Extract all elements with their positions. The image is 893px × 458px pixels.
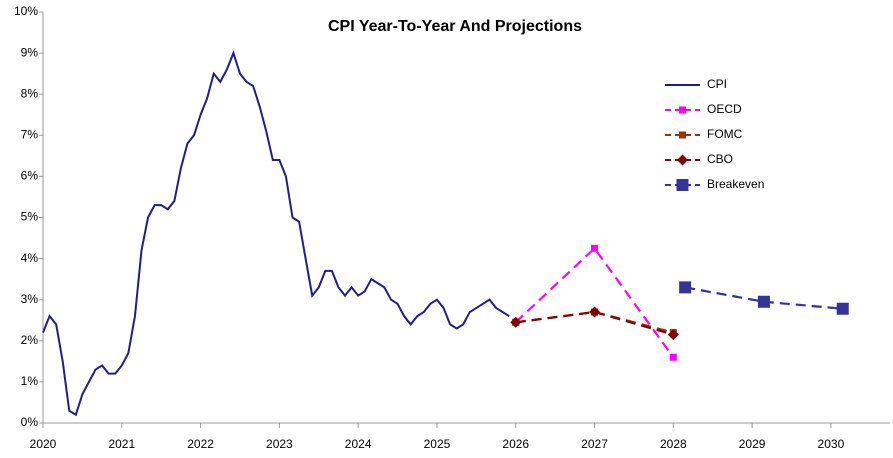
data-point bbox=[667, 329, 679, 341]
legend-marker bbox=[676, 179, 689, 191]
data-point bbox=[679, 281, 692, 294]
data-point bbox=[669, 353, 677, 361]
x-tick-label: 2023 bbox=[266, 437, 293, 451]
y-tick-label: 1% bbox=[21, 374, 39, 388]
x-tick-label: 2029 bbox=[739, 437, 766, 451]
y-tick-label: 8% bbox=[21, 86, 39, 100]
y-tick-label: 3% bbox=[21, 292, 39, 306]
y-tick-label: 5% bbox=[21, 210, 39, 224]
data-point bbox=[510, 316, 522, 328]
legend-marker bbox=[677, 154, 688, 166]
data-point bbox=[836, 302, 849, 315]
y-tick-label: 2% bbox=[21, 333, 39, 347]
legend-marker bbox=[679, 106, 686, 114]
x-tick-label: 2028 bbox=[660, 437, 687, 451]
series-line bbox=[515, 310, 674, 336]
legend-marker bbox=[679, 131, 686, 139]
legend-label: CPI bbox=[707, 77, 727, 91]
series-line bbox=[514, 246, 675, 358]
y-tick-label: 4% bbox=[21, 251, 39, 265]
x-tick-label: 2027 bbox=[581, 437, 608, 451]
series-line bbox=[42, 50, 510, 417]
y-tick-label: 7% bbox=[21, 127, 39, 141]
x-tick-label: 2020 bbox=[30, 437, 57, 451]
series-line bbox=[515, 310, 674, 334]
x-tick-label: 2025 bbox=[424, 437, 451, 451]
chart-title: CPI Year-To-Year And Projections bbox=[328, 18, 582, 35]
legend-label: Breakeven bbox=[707, 177, 764, 191]
x-tick-label: 2024 bbox=[345, 437, 372, 451]
y-tick-label: 10% bbox=[14, 4, 38, 18]
legend-label: FOMC bbox=[707, 127, 743, 141]
legend-label: OECD bbox=[707, 102, 742, 116]
x-tick-label: 2022 bbox=[187, 437, 214, 451]
y-tick-label: 6% bbox=[21, 169, 39, 183]
data-point bbox=[591, 244, 599, 252]
data-point bbox=[589, 306, 601, 318]
x-tick-label: 2026 bbox=[502, 437, 529, 451]
data-point bbox=[757, 295, 770, 308]
y-tick-label: 0% bbox=[21, 415, 39, 429]
x-tick-label: 2021 bbox=[108, 437, 135, 451]
legend-label: CBO bbox=[707, 152, 733, 166]
x-tick-label: 2030 bbox=[818, 437, 845, 451]
y-tick-label: 9% bbox=[21, 45, 39, 59]
